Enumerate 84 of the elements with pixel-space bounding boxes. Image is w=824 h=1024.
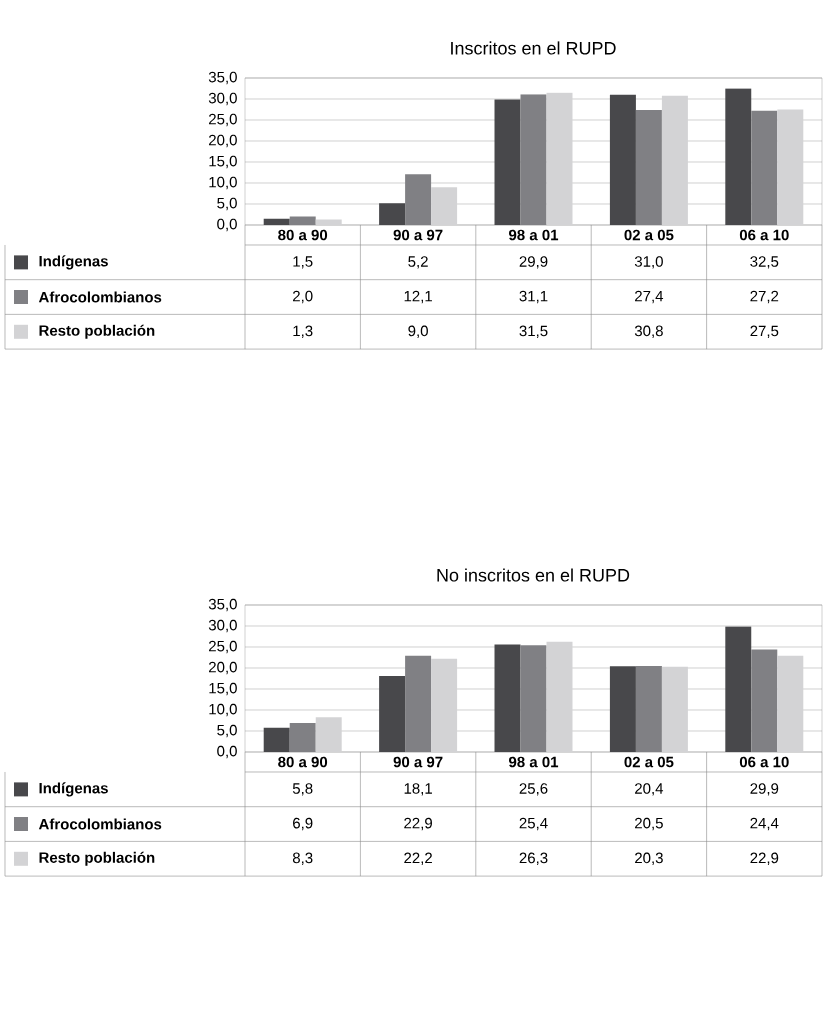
bar [546, 641, 573, 752]
data-label: 1,3 [293, 325, 313, 338]
data-label: 20,3 [635, 852, 663, 865]
data-label: 18,1 [404, 783, 432, 796]
data-label: 24,4 [750, 817, 779, 831]
x-tick-label: 98 a 01 [509, 756, 559, 768]
chart-title: Inscritos en el RUPD [451, 41, 616, 55]
bar [431, 187, 458, 225]
x-tick-label: 06 a 10 [739, 229, 789, 241]
data-label: 8,3 [292, 852, 313, 865]
bar [661, 666, 688, 752]
data-label: 29,9 [519, 256, 548, 269]
y-tick-label: 25,0 [209, 113, 237, 127]
data-label: 32,5 [750, 256, 779, 269]
data-label: 30,8 [634, 325, 663, 338]
data-label: 27,2 [750, 290, 779, 304]
y-tick-label: 0,0 [217, 745, 237, 759]
data-label: 20,4 [635, 783, 664, 796]
y-tick-label: 30,0 [208, 619, 237, 633]
data-label: 2,0 [293, 290, 313, 304]
bar [725, 626, 752, 752]
x-tick-label: 02 a 05 [624, 756, 674, 768]
data-label: 25,4 [519, 817, 548, 831]
bar [263, 218, 290, 225]
chart-title: No inscritos en el RUPD [437, 568, 630, 582]
data-label: 29,9 [750, 783, 779, 796]
data-label: 27,5 [750, 325, 779, 338]
data-label: 26,3 [519, 852, 548, 865]
y-tick-label: 30,0 [208, 92, 237, 106]
data-label: 9,0 [408, 325, 428, 338]
bar [263, 727, 290, 752]
y-tick-label: 5,0 [217, 724, 237, 738]
bar [379, 675, 406, 752]
data-label: 5,2 [408, 256, 428, 269]
y-tick-label: 35,0 [208, 598, 237, 612]
data-label: 22,2 [404, 852, 432, 865]
data-label: 20,5 [635, 817, 663, 831]
y-tick-label: 0,0 [217, 218, 237, 232]
legend-label: Indígenas [39, 782, 108, 797]
bar [609, 94, 636, 225]
y-tick-label: 15,0 [209, 682, 237, 696]
data-label: 22,9 [404, 817, 432, 831]
bar [494, 99, 521, 225]
bar [725, 88, 752, 225]
x-tick-label: 90 a 97 [393, 229, 443, 241]
bar [315, 717, 342, 752]
y-tick-label: 15,0 [209, 155, 237, 169]
bar [379, 203, 406, 225]
bar [494, 644, 521, 752]
data-label: 27,4 [635, 290, 664, 304]
bar [777, 109, 804, 225]
bar [661, 95, 688, 225]
data-label: 25,6 [519, 783, 548, 796]
data-label: 31,5 [519, 325, 548, 338]
x-tick-label: 80 a 90 [278, 756, 328, 768]
y-tick-label: 10,0 [209, 176, 237, 190]
bar [546, 92, 573, 225]
legend-label: Afrocolombianos [38, 291, 162, 303]
y-tick-label: 20,0 [209, 134, 237, 148]
data-label: 31,0 [634, 256, 663, 269]
y-tick-label: 35,0 [208, 71, 237, 85]
data-label: 1,5 [293, 256, 313, 269]
bar [609, 666, 636, 752]
data-label: 22,9 [750, 852, 779, 865]
y-tick-label: 5,0 [217, 197, 237, 211]
x-tick-label: 90 a 97 [393, 756, 443, 768]
data-label: 12,1 [404, 290, 432, 304]
y-tick-label: 25,0 [209, 640, 237, 654]
bar [315, 219, 342, 225]
y-tick-label: 10,0 [209, 703, 237, 717]
y-tick-label: 20,0 [209, 661, 237, 675]
bar [777, 655, 804, 752]
x-tick-label: 80 a 90 [278, 229, 328, 241]
legend-label: Resto población [39, 851, 155, 866]
x-tick-label: 98 a 01 [509, 229, 559, 241]
x-tick-label: 06 a 10 [739, 756, 789, 768]
data-label: 31,1 [519, 290, 548, 304]
data-label: 6,9 [293, 817, 313, 831]
legend-label: Afrocolombianos [38, 818, 162, 830]
bar [431, 658, 458, 752]
legend-label: Resto población [39, 324, 155, 339]
x-tick-label: 02 a 05 [624, 229, 674, 241]
legend-label: Indígenas [39, 255, 108, 270]
data-label: 5,8 [292, 783, 313, 796]
